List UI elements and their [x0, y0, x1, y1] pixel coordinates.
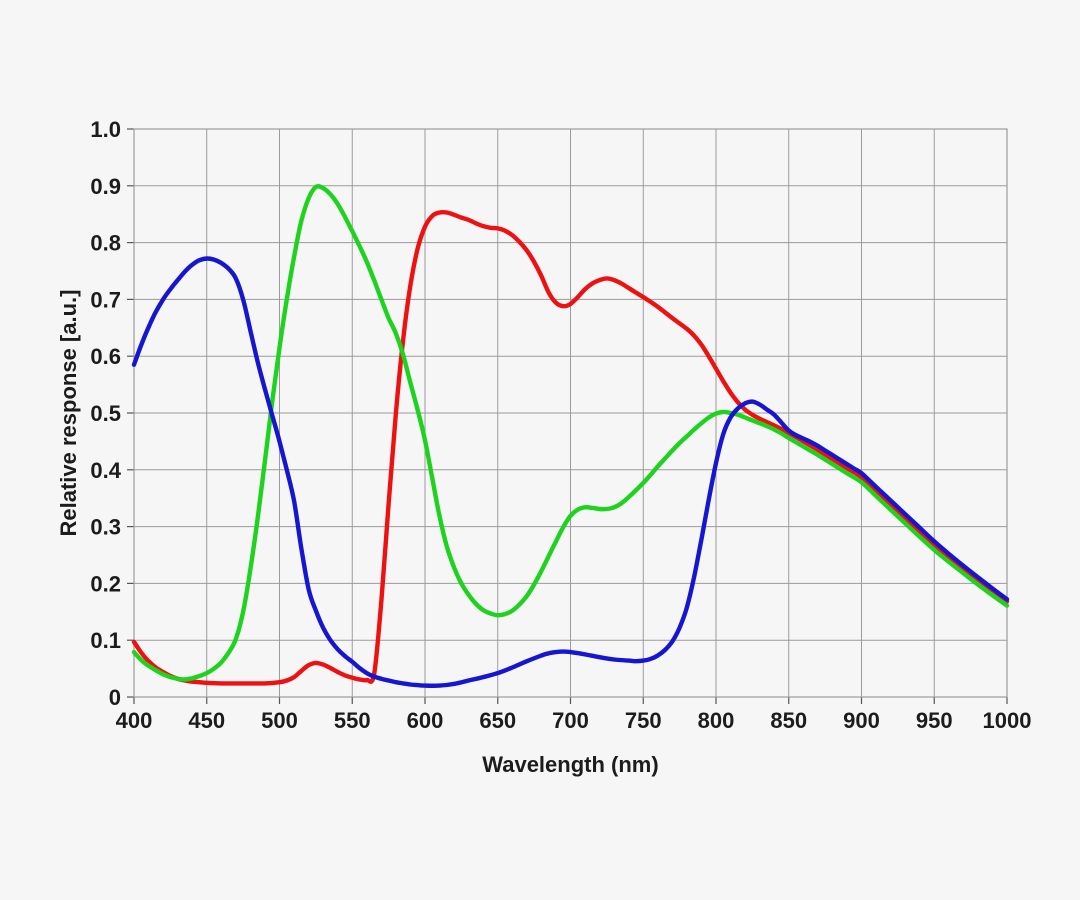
y-axis-title: Relative response [a.u.]	[56, 289, 81, 537]
blue-curve	[131, 256, 1010, 688]
y-tick-label: 0.3	[90, 515, 121, 540]
y-tick-label: 0	[109, 685, 121, 710]
x-tick-label: 600	[407, 708, 444, 733]
x-tick-label: 900	[843, 708, 880, 733]
red-curve	[131, 209, 1010, 686]
y-tick-label: 0.8	[90, 231, 121, 256]
y-tick-label: 1.0	[90, 117, 121, 142]
x-tick-label: 400	[116, 708, 153, 733]
x-tick-label: 850	[770, 708, 807, 733]
x-axis-title: Wavelength (nm)	[482, 752, 659, 777]
y-tick-label: 0.7	[90, 287, 121, 312]
x-tick-label: 950	[916, 708, 953, 733]
x-tick-label: 450	[188, 708, 225, 733]
green-curve	[131, 183, 1010, 682]
y-tick-label: 0.5	[90, 401, 121, 426]
x-tick-label: 1000	[983, 708, 1032, 733]
x-tick-label: 700	[552, 708, 589, 733]
plot-border	[133, 128, 1008, 698]
x-tick-label: 550	[334, 708, 371, 733]
y-tick-label: 0.4	[90, 458, 121, 483]
x-tick-label: 650	[479, 708, 516, 733]
y-tick-label: 0.1	[90, 628, 121, 653]
y-tick-label: 0.6	[90, 344, 121, 369]
x-tick-label: 750	[625, 708, 662, 733]
y-tick-label: 0.9	[90, 174, 121, 199]
x-tick-label: 800	[698, 708, 735, 733]
y-tick-label: 0.2	[90, 571, 121, 596]
x-tick-label: 500	[261, 708, 298, 733]
